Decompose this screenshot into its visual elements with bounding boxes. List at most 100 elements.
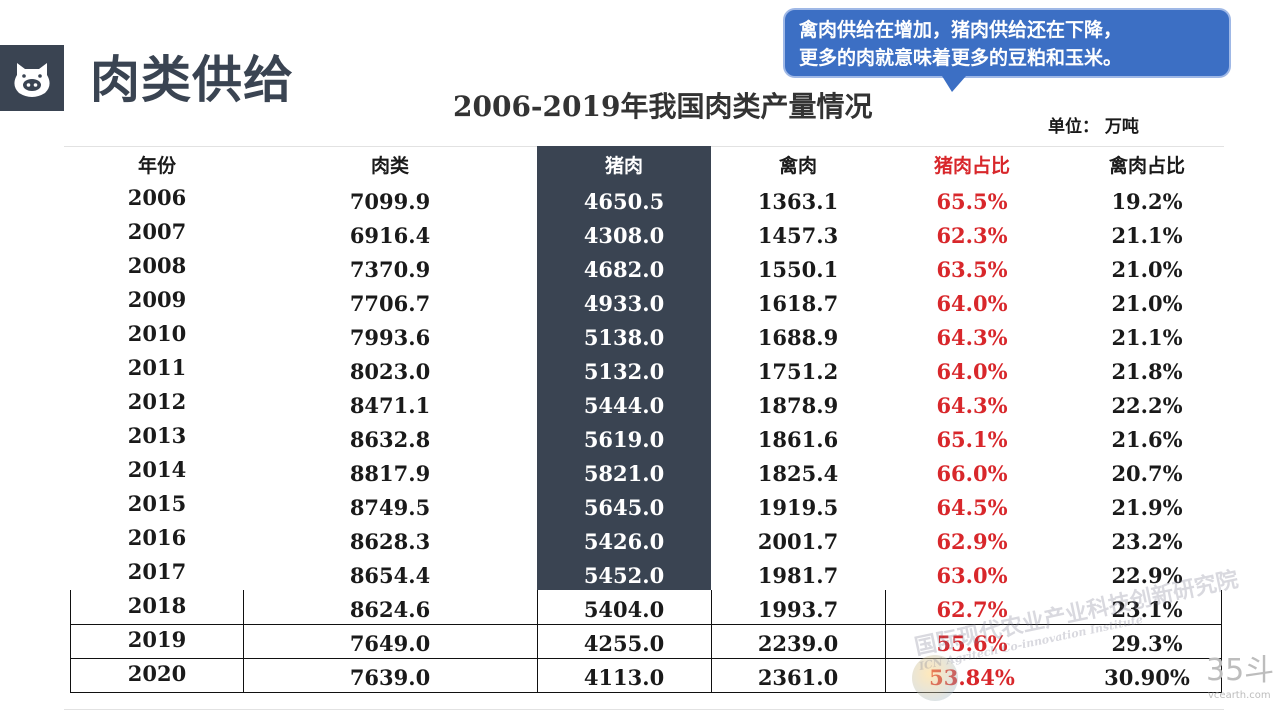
cell-year: 2008: [127, 253, 187, 278]
cell-poultry: 1618.7: [757, 291, 839, 316]
column-header-year: 年份: [137, 155, 176, 177]
cell-year: 2017: [127, 559, 187, 584]
cell-year: 2007: [127, 219, 187, 244]
cell-poultry-share: 21.1%: [1111, 223, 1183, 248]
cell-pork: 5821.0: [583, 461, 665, 486]
cell-poultry-share: 23.1%: [1111, 597, 1183, 622]
cell-pork-share: 64.0%: [936, 359, 1008, 384]
cell-poultry: 1981.7: [757, 563, 839, 588]
table-bottom-rule: [64, 709, 1224, 710]
page-title: 肉类供给: [90, 51, 294, 109]
cell-pork-share: 64.3%: [936, 393, 1008, 418]
cell-poultry-share: 21.6%: [1111, 427, 1183, 452]
cell-poultry: 1919.5: [757, 495, 839, 520]
cell-poultry: 2001.7: [757, 529, 839, 554]
cell-poultry-share: 22.2%: [1111, 393, 1183, 418]
cell-pork: 4682.0: [583, 257, 665, 282]
cell-poultry: 1688.9: [757, 325, 839, 350]
cell-pork: 5138.0: [583, 325, 665, 350]
cell-meat: 6916.4: [349, 223, 431, 248]
column-header-poultry: 禽肉: [778, 155, 817, 177]
brand-site: vcearth.com: [1208, 690, 1271, 701]
cell-poultry: 2239.0: [757, 631, 839, 656]
logo-box: [0, 45, 64, 111]
callout-line-1: 禽肉供给在增加，猪肉供给还在下降，: [799, 19, 1123, 41]
cell-poultry-share: 21.9%: [1111, 495, 1183, 520]
cell-meat: 7649.0: [349, 631, 431, 656]
cell-pork-share: 62.9%: [936, 529, 1008, 554]
cell-year: 2011: [127, 355, 187, 380]
cell-pork: 5619.0: [583, 427, 665, 452]
cell-pork-share: 64.3%: [936, 325, 1008, 350]
cell-year: 2019: [127, 627, 187, 652]
cell-meat: 7993.6: [349, 325, 431, 350]
cell-poultry: 1363.1: [757, 189, 839, 214]
cell-poultry: 1457.3: [757, 223, 839, 248]
cell-pork: 5404.0: [583, 597, 665, 622]
grid-line: [537, 590, 538, 692]
cell-pork-share: 63.0%: [936, 563, 1008, 588]
cell-pork: 4113.0: [583, 665, 665, 690]
cell-meat: 8654.4: [349, 563, 431, 588]
cell-meat: 7639.0: [349, 665, 431, 690]
cell-year: 2006: [127, 185, 187, 210]
cell-pork-share: 63.5%: [936, 257, 1008, 282]
cell-year: 2016: [127, 525, 187, 550]
cell-meat: 7099.9: [349, 189, 431, 214]
cell-poultry-share: 30.90%: [1104, 665, 1190, 690]
cell-poultry-share: 21.0%: [1111, 291, 1183, 316]
cell-year: 2014: [127, 457, 187, 482]
callout-line-2: 更多的肉就意味着更多的豆粕和玉米。: [799, 47, 1123, 69]
cell-poultry-share: 21.8%: [1111, 359, 1183, 384]
cell-poultry-share: 22.9%: [1111, 563, 1183, 588]
cell-pork-share: 62.3%: [936, 223, 1008, 248]
cell-poultry-share: 19.2%: [1111, 189, 1183, 214]
cell-poultry-share: 23.2%: [1111, 529, 1183, 554]
cell-pork: 5452.0: [583, 563, 665, 588]
cell-pork: 4933.0: [583, 291, 665, 316]
grid-line: [885, 590, 886, 692]
grid-line: [70, 658, 1222, 659]
column-header-poultry-share: 禽肉占比: [1108, 155, 1185, 177]
cell-pork: 4650.5: [583, 189, 665, 214]
cell-meat: 8471.1: [349, 393, 431, 418]
cell-pork-share: 62.7%: [936, 597, 1008, 622]
brand-logo: 35斗: [1206, 653, 1275, 688]
cell-pork: 4255.0: [583, 631, 665, 656]
cell-meat: 8749.5: [349, 495, 431, 520]
cell-poultry-share: 29.3%: [1111, 631, 1183, 656]
cell-poultry: 1825.4: [757, 461, 839, 486]
cell-meat: 8624.6: [349, 597, 431, 622]
cell-poultry-share: 21.0%: [1111, 257, 1183, 282]
cell-year: 2013: [127, 423, 187, 448]
callout-box: 禽肉供给在增加，猪肉供给还在下降， 更多的肉就意味着更多的豆粕和玉米。: [783, 8, 1231, 78]
column-header-pork-share: 猪肉占比: [933, 155, 1010, 177]
pork-column-highlight: [537, 146, 711, 590]
cell-year: 2012: [127, 389, 187, 414]
cell-poultry: 1751.2: [757, 359, 839, 384]
cell-pork-share: 65.1%: [936, 427, 1008, 452]
cell-poultry-share: 20.7%: [1111, 461, 1183, 486]
grid-line: [70, 624, 1222, 625]
cell-year: 2018: [127, 593, 187, 618]
cell-year: 2009: [127, 287, 187, 312]
column-header-pork: 猪肉: [604, 155, 643, 177]
callout-tail: [942, 76, 966, 92]
cell-pork-share: 65.5%: [936, 189, 1008, 214]
cell-poultry: 1550.1: [757, 257, 839, 282]
pig-icon: [14, 63, 50, 97]
cell-year: 2020: [127, 661, 187, 686]
unit-label: 单位： 万吨: [1048, 117, 1139, 137]
cell-poultry: 1993.7: [757, 597, 839, 622]
column-header-meat: 肉类: [370, 155, 409, 177]
cell-pork: 5426.0: [583, 529, 665, 554]
cell-pork: 4308.0: [583, 223, 665, 248]
cell-meat: 7706.7: [349, 291, 431, 316]
chart-title: 2006-2019年我国肉类产量情况: [453, 90, 873, 123]
grid-line: [1221, 590, 1222, 692]
cell-pork: 5645.0: [583, 495, 665, 520]
cell-pork-share: 55.6%: [936, 631, 1008, 656]
cell-year: 2015: [127, 491, 187, 516]
cell-meat: 8817.9: [349, 461, 431, 486]
